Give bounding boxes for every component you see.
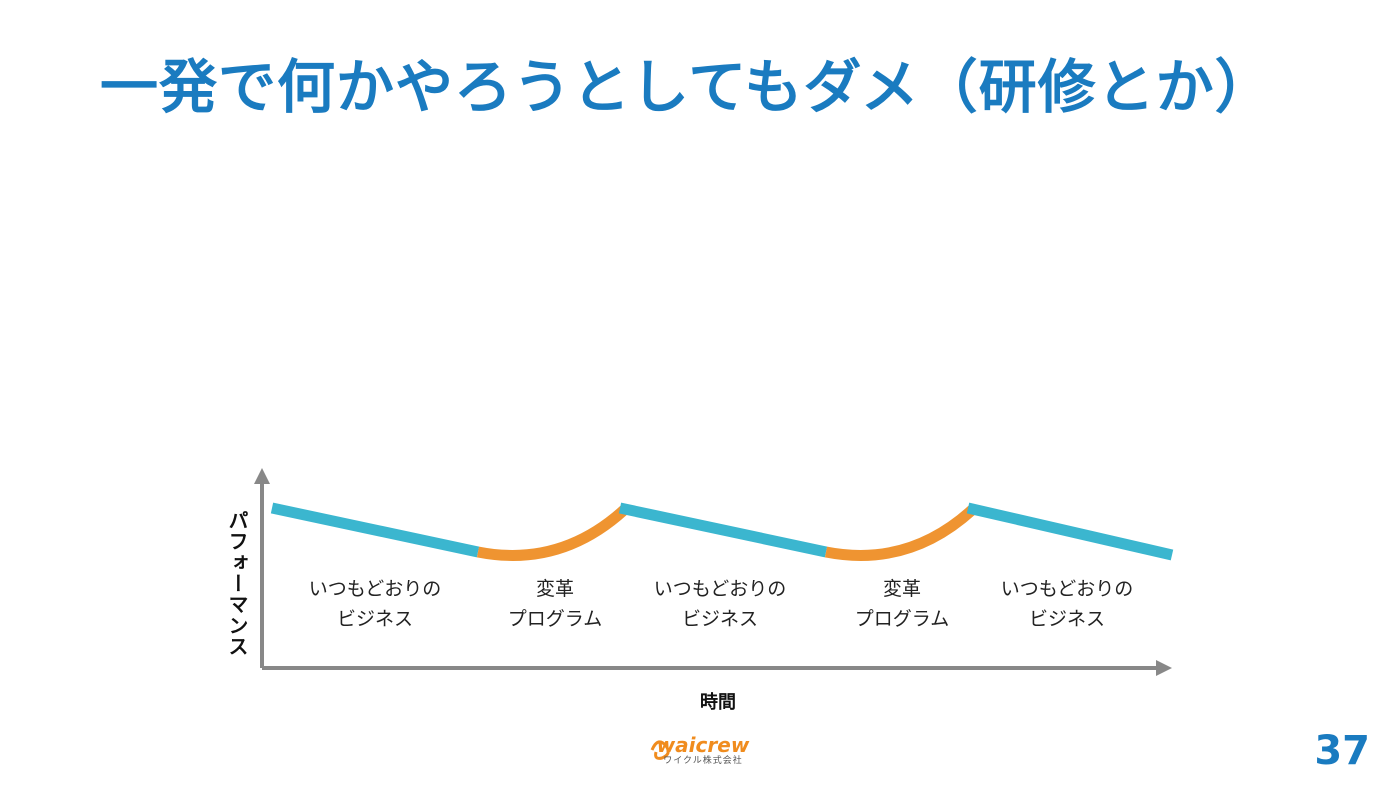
phase-label-line2: ビジネス: [1028, 608, 1105, 630]
phase-label-4: 変革 プログラム: [812, 574, 992, 634]
phase-label-line2: プログラム: [854, 608, 950, 630]
phase-label-line2: ビジネス: [336, 608, 413, 630]
phase-label-line2: プログラム: [507, 608, 603, 630]
phase-label-1: いつもどおりの ビジネス: [285, 574, 465, 634]
phase-label-5: いつもどおりの ビジネス: [977, 574, 1157, 634]
page-number: 37: [1314, 728, 1370, 774]
business-line-1: [270, 502, 480, 558]
business-line-3: [966, 502, 1174, 561]
phase-label-3: いつもどおりの ビジネス: [630, 574, 810, 634]
phase-label-line1: 変革: [535, 578, 574, 600]
logo-wordmark: waicrew: [656, 733, 750, 757]
logo-swirl-icon: [650, 740, 670, 760]
business-line-2: [618, 502, 828, 558]
program-curve-1: [476, 505, 628, 561]
slide-title: 一発で何かやろうとしてもダメ（研修とか）: [100, 53, 1274, 121]
x-axis-label: 時間: [700, 692, 736, 713]
phase-label-line1: いつもどおりの: [653, 578, 787, 600]
program-curve-2: [824, 505, 976, 561]
company-logo: waicrew ワイクル株式会社: [648, 734, 758, 767]
y-axis-label: パフォーマンス: [225, 510, 249, 657]
x-axis-arrowhead: [1156, 660, 1172, 676]
phase-label-line1: 変革: [882, 578, 921, 600]
phase-label-line2: ビジネス: [681, 608, 758, 630]
phase-label-line1: いつもどおりの: [308, 578, 442, 600]
phase-label-line1: いつもどおりの: [1000, 578, 1134, 600]
logo-subtext: ワイクル株式会社: [663, 756, 743, 766]
y-axis-arrowhead: [254, 468, 270, 484]
phase-label-2: 変革 プログラム: [465, 574, 645, 634]
